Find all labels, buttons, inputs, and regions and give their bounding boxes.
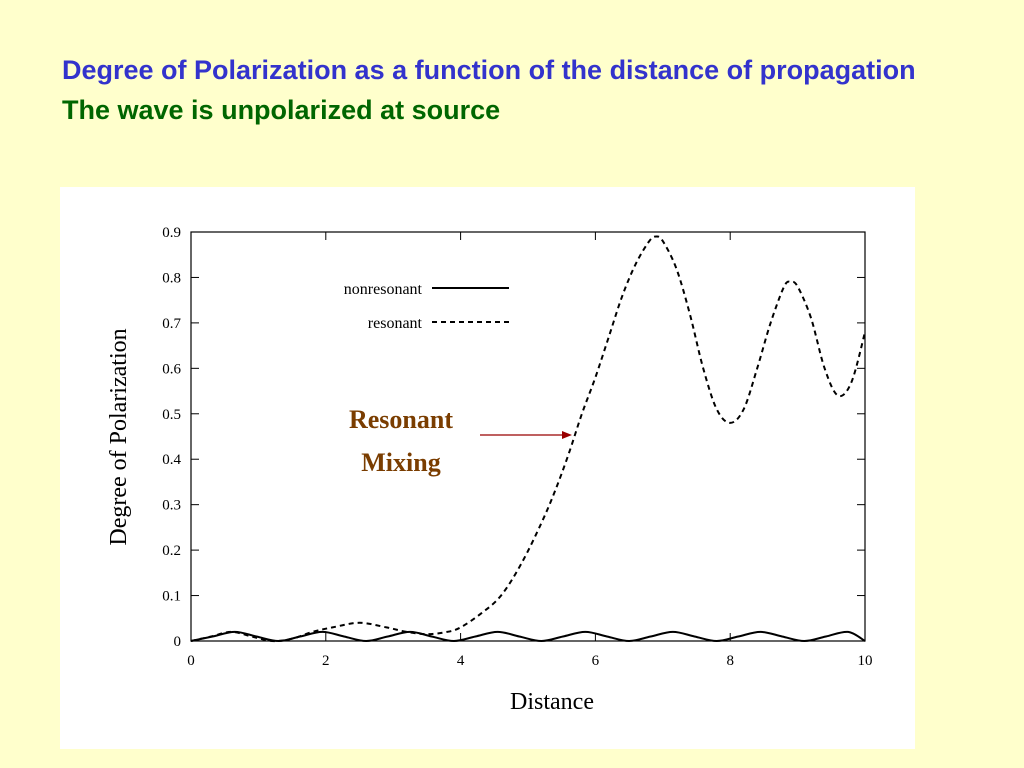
y-tick-label: 0.2 — [162, 543, 181, 559]
x-tick-label: 10 — [858, 653, 873, 669]
x-tick-label: 6 — [592, 653, 600, 669]
x-tick-label: 4 — [457, 653, 465, 669]
series-line-nonresonant — [190, 630, 866, 643]
legend-label-nonresonant: nonresonant — [344, 281, 423, 298]
y-tick-label: 0.6 — [162, 361, 181, 377]
annotation-arrowhead — [562, 431, 572, 439]
y-tick-label: 0.1 — [162, 589, 181, 605]
y-tick-label: 0.3 — [162, 498, 181, 514]
annotation-text-line2: Mixing — [361, 448, 440, 477]
slide-title: Degree of Polarization as a function of … — [62, 55, 916, 85]
y-tick-label: 0 — [174, 634, 182, 650]
slide-heading: Degree of Polarization as a function of … — [62, 50, 962, 130]
x-axis-label: Distance — [510, 689, 594, 715]
y-axis-label: Degree of Polarization — [106, 328, 132, 545]
x-tick-label: 2 — [322, 653, 330, 669]
y-tick-label: 0.4 — [162, 452, 181, 468]
legend-label-resonant: resonant — [368, 315, 423, 332]
legend: nonresonant resonant — [344, 281, 509, 332]
plot-frame — [190, 231, 866, 642]
x-tick-label: 8 — [726, 653, 734, 669]
y-tick-label: 0.9 — [162, 225, 181, 241]
y-tick-label: 0.5 — [162, 407, 181, 423]
annotation-text-line1: Resonant — [349, 405, 453, 434]
slide-subtitle: The wave is unpolarized at source — [62, 95, 501, 125]
chart-panel: 0 0.1 0.2 0.3 0.4 0.5 0.6 0.7 0.8 0.9 0 2 4 6 8 10 nonr… — [60, 187, 915, 749]
annotation-resonant-mixing: Resonant Mixing — [349, 405, 572, 477]
y-tick-label: 0.7 — [162, 316, 181, 332]
series-line-resonant — [190, 235, 866, 643]
y-tick-label: 0.8 — [162, 270, 181, 286]
x-tick-label: 0 — [187, 653, 195, 669]
polarization-chart: 0 0.1 0.2 0.3 0.4 0.5 0.6 0.7 0.8 0.9 0 2 4 6 8 10 nonr… — [106, 225, 873, 715]
